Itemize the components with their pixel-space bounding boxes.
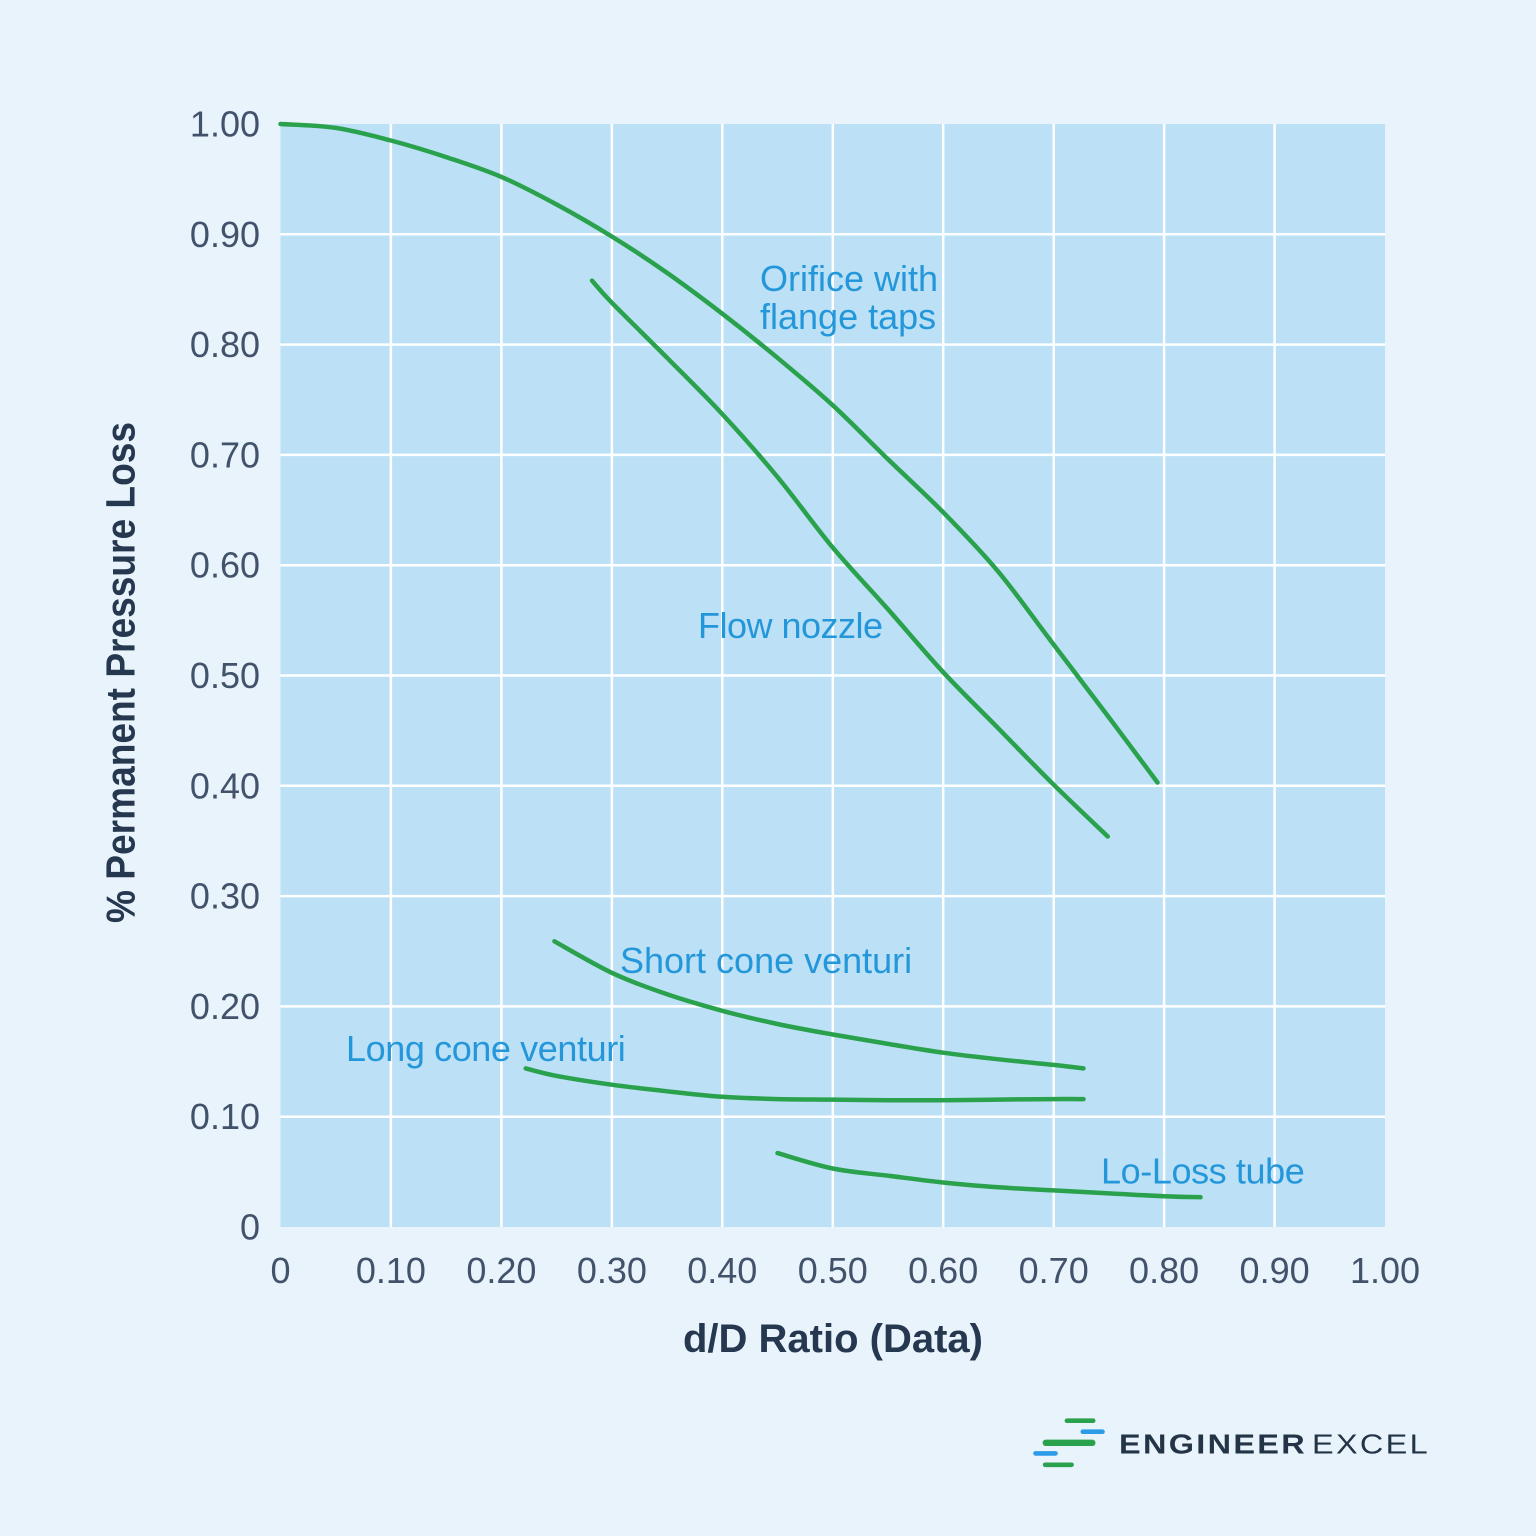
svg-text:0.10: 0.10 xyxy=(356,1250,426,1291)
svg-text:0.20: 0.20 xyxy=(190,986,260,1027)
svg-text:Orifice with: Orifice with xyxy=(760,258,938,299)
svg-text:1.00: 1.00 xyxy=(1350,1250,1420,1291)
svg-text:0.60: 0.60 xyxy=(190,545,260,586)
svg-text:0.90: 0.90 xyxy=(190,214,260,255)
svg-text:0.80: 0.80 xyxy=(1129,1250,1199,1291)
svg-text:0.60: 0.60 xyxy=(908,1250,978,1291)
svg-text:flange taps: flange taps xyxy=(760,296,936,337)
svg-text:0.90: 0.90 xyxy=(1240,1250,1310,1291)
svg-text:1.00: 1.00 xyxy=(190,104,260,145)
svg-text:0.50: 0.50 xyxy=(190,655,260,696)
svg-text:0.50: 0.50 xyxy=(798,1250,868,1291)
svg-text:Long cone venturi: Long cone venturi xyxy=(346,1028,625,1069)
svg-text:0: 0 xyxy=(270,1250,290,1291)
svg-text:0.70: 0.70 xyxy=(190,434,260,475)
svg-text:Lo-Loss tube: Lo-Loss tube xyxy=(1101,1151,1304,1192)
svg-text:0.30: 0.30 xyxy=(190,876,260,917)
svg-text:0.80: 0.80 xyxy=(190,324,260,365)
svg-text:0.40: 0.40 xyxy=(687,1250,757,1291)
svg-text:EXCEL: EXCEL xyxy=(1312,1429,1430,1460)
svg-text:ENGINEER: ENGINEER xyxy=(1119,1429,1307,1460)
svg-text:0: 0 xyxy=(240,1207,260,1248)
svg-text:Short cone venturi: Short cone venturi xyxy=(620,940,912,981)
svg-text:0.30: 0.30 xyxy=(577,1250,647,1291)
svg-text:% Permanent Pressure Loss: % Permanent Pressure Loss xyxy=(99,422,144,923)
svg-text:0.20: 0.20 xyxy=(466,1250,536,1291)
svg-text:d/D Ratio (Data): d/D Ratio (Data) xyxy=(683,1317,983,1361)
svg-text:0.10: 0.10 xyxy=(190,1096,260,1137)
svg-text:0.70: 0.70 xyxy=(1019,1250,1089,1291)
svg-text:0.40: 0.40 xyxy=(190,765,260,806)
svg-text:Flow nozzle: Flow nozzle xyxy=(698,605,883,646)
